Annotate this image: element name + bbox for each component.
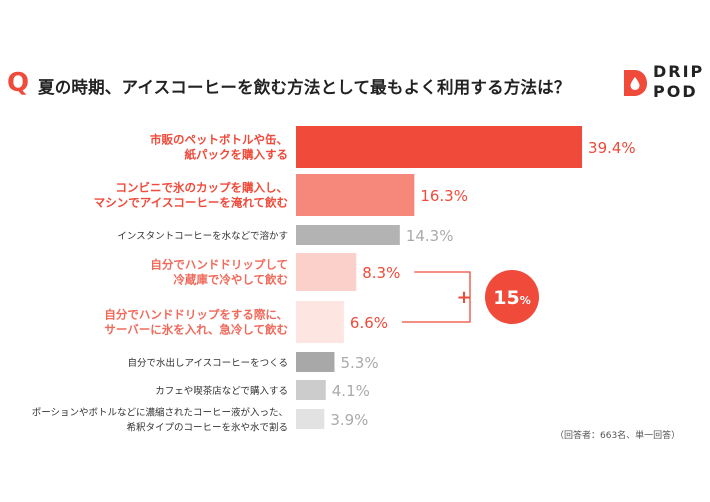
- value-label-2: 14.3%: [406, 227, 454, 245]
- bar-6: [296, 380, 326, 400]
- value-label-1: 16.3%: [420, 187, 468, 205]
- category-label-2-line-0: インスタントコーヒーを水などで溶かす: [117, 230, 288, 242]
- bar-1: [296, 174, 415, 216]
- drip-logo-icon: [624, 70, 647, 96]
- category-label-0-line-0: 市販のペットボトルや缶、: [150, 133, 288, 147]
- value-label-0: 39.4%: [588, 139, 636, 157]
- value-label-6: 4.1%: [332, 382, 370, 400]
- category-label-7-line-1: 希釈タイプのコーヒーを氷や水で割る: [126, 422, 288, 434]
- question-title: 夏の時期、アイスコーヒーを飲む方法として最もよく利用する方法は？: [38, 78, 571, 97]
- category-label-4-line-0: 自分でハンドドリップをする際に、: [104, 308, 288, 322]
- value-label-4: 6.6%: [350, 314, 388, 332]
- footnote: （回答者：663名、単一回答）: [555, 431, 681, 441]
- value-label-3: 8.3%: [362, 264, 400, 282]
- plus-sign: +: [456, 287, 471, 308]
- category-label-7-line-0: ポーションやボトルなどに濃縮されたコーヒー液が入った、: [32, 407, 288, 419]
- category-label-1-line-1: マシンでアイスコーヒーを淹れて飲む: [94, 196, 288, 210]
- category-label-3-line-1: 冷蔵庫で冷やして飲む: [173, 273, 288, 287]
- category-label-5-line-0: 自分で水出しアイスコーヒーをつくる: [127, 357, 288, 369]
- total-unit: %: [520, 294, 531, 307]
- category-label-6-line-0: カフェや喫茶店などで購入する: [155, 385, 288, 397]
- value-label-5: 5.3%: [340, 354, 378, 372]
- category-label-1-line-0: コンビニで氷のカップを購入し、: [116, 181, 289, 195]
- category-label-0-line-1: 紙パックを購入する: [185, 148, 289, 162]
- bar-3: [296, 253, 357, 291]
- combine-bracket: [401, 271, 471, 323]
- total-number: 15: [493, 287, 519, 309]
- drip-pod-logo: DRIP POD: [622, 64, 706, 104]
- total-circle: [485, 270, 539, 324]
- value-label-7: 3.9%: [330, 411, 368, 429]
- category-label-3-line-0: 自分でハンドドリップして: [150, 258, 288, 272]
- question-mark-label: Q: [7, 68, 30, 98]
- bar-2: [296, 225, 400, 245]
- logo-text-pod: POD: [653, 82, 698, 101]
- bar-0: [296, 126, 583, 168]
- logo-text-drip: DRIP: [653, 62, 705, 81]
- bar-7: [296, 409, 325, 429]
- bar-5: [296, 352, 335, 372]
- total-label: 15%: [493, 287, 530, 309]
- category-label-4-line-1: サーバーに氷を入れ、急冷して飲む: [104, 323, 288, 337]
- bar-4: [296, 301, 344, 343]
